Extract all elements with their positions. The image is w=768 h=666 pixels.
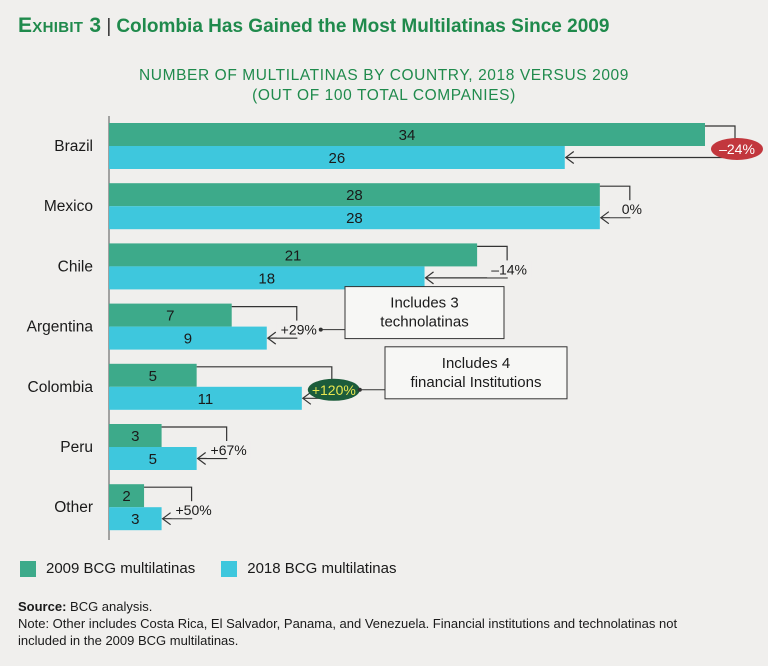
value-label-2018-argentina: 9 (184, 331, 192, 348)
value-label-2018-colombia: 11 (198, 391, 214, 408)
bar-2018-other (109, 507, 162, 531)
change-label-bg-mexico (609, 200, 654, 218)
value-label-2018-mexico: 28 (346, 210, 363, 227)
change-label-bg-other (171, 501, 216, 519)
change-label-argentina: +29% (281, 322, 317, 338)
change-label-colombia: +120% (312, 382, 356, 398)
source-label: Source: (18, 599, 67, 614)
value-label-2009-chile: 21 (285, 247, 302, 264)
exhibit-label: Exhibit 3 (18, 14, 102, 37)
change-label-bg-peru (206, 441, 251, 458)
chart-title-line2: (OUT OF 100 TOTAL COMPANIES) (252, 87, 516, 104)
footer: Source: BCG analysis. Note: Other includ… (18, 598, 718, 649)
change-arrowhead-brazil (564, 151, 575, 164)
value-label-2018-brazil: 26 (329, 150, 346, 167)
callout-dot-colombia (357, 387, 362, 392)
legend-label-2009: 2009 BCG multilatinas (46, 560, 196, 577)
legend-item-2009: 2009 BCG multilatinas (20, 560, 195, 577)
value-label-2018-peru: 5 (149, 451, 157, 468)
change-arrowhead-other (161, 512, 171, 526)
change-label-other: +50% (175, 502, 211, 518)
value-label-2009-mexico: 28 (346, 187, 363, 204)
callout-text-colombia-1: financial Institutions (411, 374, 542, 391)
change-badge-brazil (711, 138, 763, 160)
bar-2018-brazil (109, 146, 565, 169)
category-label-colombia: Colombia (28, 379, 94, 396)
change-badge-colombia (307, 378, 360, 401)
change-label-bg-chile (487, 260, 532, 278)
source-line: Source: BCG analysis. (18, 598, 718, 615)
change-label-peru: +67% (211, 442, 247, 458)
value-label-2009-brazil: 34 (399, 127, 416, 144)
category-label-mexico: Mexico (44, 198, 93, 215)
chart-title-line1: NUMBER OF MULTILATINAS BY COUNTRY, 2018 … (138, 67, 629, 84)
value-label-2018-other: 3 (131, 511, 139, 528)
change-label-brazil: –24% (719, 141, 755, 157)
bar-2018-colombia (109, 386, 302, 410)
bar-2018-argentina (109, 326, 267, 350)
bar-chart: Brazil 34 26 –24% Mexico 28 28 0% Chile 21 18 –14% A… (27, 116, 763, 540)
legend-swatch-2018 (221, 560, 238, 577)
callout-text-colombia-0: Includes 4 (442, 355, 510, 372)
exhibit-title: Exhibit 3 | Colombia Has Gained the Most M… (18, 14, 609, 38)
legend-swatch-2009 (20, 560, 36, 577)
change-label-chile: –14% (491, 261, 527, 277)
callout-text-argentina-0: Includes 3 (390, 295, 458, 312)
legend-item-2018: 2018 BCG multilatinas (221, 560, 397, 577)
change-arrowhead-argentina (266, 331, 277, 345)
callout-box-colombia (384, 346, 568, 400)
note-text: Note: Other includes Costa Rica, El Salv… (18, 616, 678, 648)
value-label-2018-chile: 18 (258, 270, 275, 287)
bar-2009-brazil (109, 123, 705, 146)
change-label-mexico: 0% (622, 201, 642, 217)
legend: 2009 BCG multilatinas 2018 BCG multilati… (20, 560, 423, 577)
value-label-2009-other: 2 (122, 488, 130, 505)
change-arrowhead-colombia (301, 391, 312, 405)
category-label-chile: Chile (58, 258, 93, 275)
title-separator: | (106, 16, 112, 37)
bar-2009-colombia (109, 363, 197, 387)
change-arrowhead-chile (424, 271, 434, 285)
category-label-peru: Peru (60, 439, 93, 456)
callout-text-argentina-1: technolatinas (380, 314, 468, 331)
bar-2009-mexico (109, 183, 600, 207)
source-text: BCG analysis. (66, 599, 153, 614)
bar-2018-mexico (109, 206, 600, 230)
category-label-other: Other (54, 499, 93, 516)
bar-2009-other (109, 484, 145, 508)
callout-box-argentina (344, 286, 505, 340)
legend-label-2018: 2018 BCG multilatinas (247, 560, 397, 577)
bar-2018-chile (109, 266, 425, 290)
change-arrowhead-mexico (599, 211, 610, 225)
bar-2018-peru (109, 447, 197, 470)
bar-2009-argentina (109, 303, 232, 327)
value-label-2009-argentina: 7 (166, 308, 174, 325)
category-label-brazil: Brazil (54, 138, 93, 155)
change-label-bg-argentina (276, 320, 321, 338)
exhibit-heading: Colombia Has Gained the Most Multilatina… (116, 16, 610, 37)
value-label-2009-colombia: 5 (149, 368, 157, 385)
category-label-argentina: Argentina (27, 319, 94, 336)
bar-2009-peru (109, 424, 162, 447)
callout-dot-argentina (318, 327, 323, 332)
bar-2009-chile (109, 243, 478, 267)
value-label-2009-peru: 3 (131, 428, 139, 445)
change-arrowhead-peru (196, 452, 207, 465)
